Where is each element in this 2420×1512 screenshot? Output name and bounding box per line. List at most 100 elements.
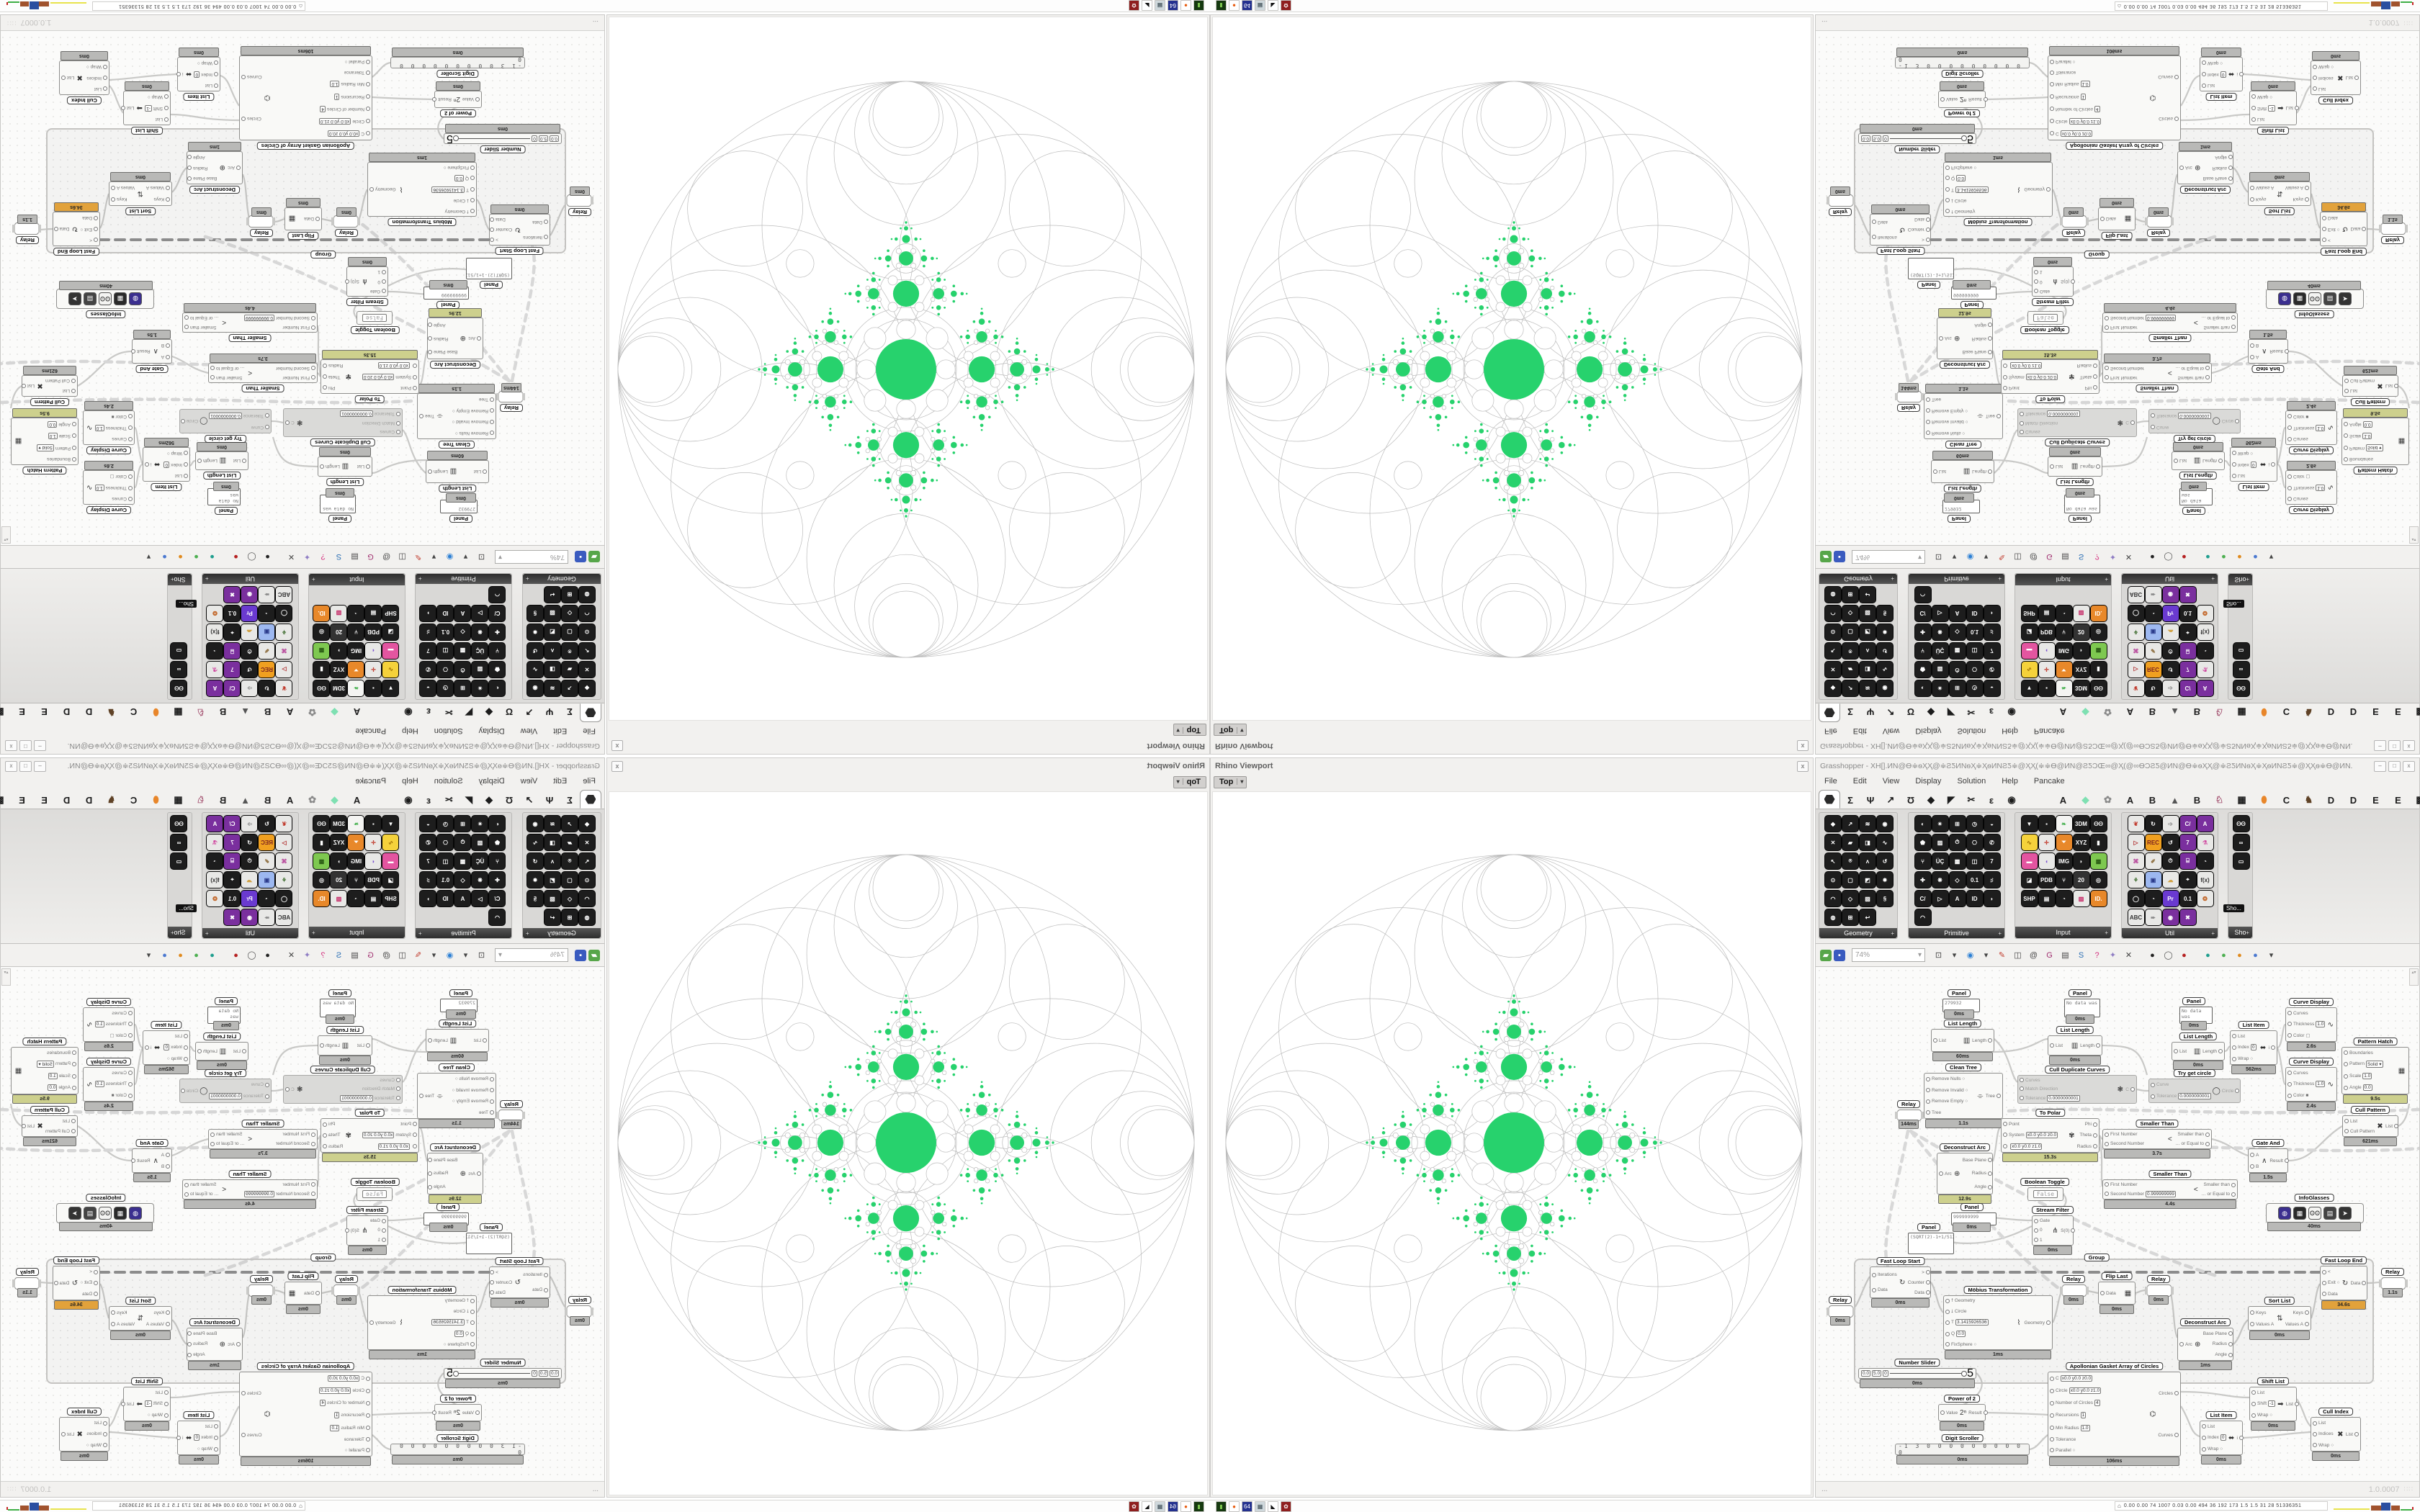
status-ellipsis[interactable]: ... — [592, 1485, 599, 1493]
palette-icon[interactable]: 20 — [330, 871, 348, 888]
palette-icon[interactable]: IMG — [2055, 852, 2073, 870]
palette-icon[interactable]: 0.1 — [2179, 605, 2197, 622]
palette-icon[interactable]: ꙨꙨ — [2232, 680, 2250, 697]
palette-icon[interactable]: ❂ — [206, 605, 224, 622]
zoom-extents-icon[interactable]: ⊡ — [1935, 552, 1942, 561]
palette-icon[interactable]: ➩ — [2161, 680, 2179, 697]
tab-vector[interactable]: ↗ — [1886, 707, 1895, 718]
menu-display[interactable]: Display — [1915, 776, 1942, 786]
palette-icon[interactable]: ▨ — [1859, 890, 1876, 907]
canvas-zoom-select[interactable]: 74% ▾ — [1852, 550, 1925, 564]
palette-icon[interactable]: ◐ — [1914, 680, 1932, 697]
palette-icon[interactable]: ▥ — [2072, 605, 2090, 622]
node-cull-index[interactable]: List Indices Wrap ○ ✖ List — [59, 60, 109, 95]
palette-icon[interactable]: ↗ — [561, 815, 578, 832]
open-file-icon[interactable]: ▰ — [1820, 551, 1832, 563]
palette-icon[interactable]: ↺ — [241, 834, 259, 851]
tab-mesh[interactable]: ◤ — [1948, 707, 1955, 718]
palette-icon[interactable]: ↗ — [1842, 680, 1859, 697]
palette-icon[interactable]: § — [1876, 890, 1894, 907]
palette-icon[interactable]: ✴ — [471, 815, 489, 832]
tab-maths[interactable]: Σ — [1847, 706, 1853, 718]
tab-plugin-b2[interactable]: B — [2193, 706, 2201, 718]
palette-icon[interactable]: A — [1948, 605, 1966, 622]
node-list-item[interactable]: List Index 0 Wrap ○ ⬌ i — [2200, 57, 2244, 91]
node-list-length[interactable]: List ▥ Length — [318, 456, 372, 477]
wire-display-icon[interactable]: ✕ — [287, 552, 295, 561]
menu-display[interactable]: Display — [1915, 726, 1942, 736]
palette-icon[interactable]: ❂ — [2196, 605, 2214, 622]
palette-icon[interactable]: ◉ — [526, 815, 544, 832]
palette-icon[interactable]: ❋ — [471, 624, 489, 641]
palette-icon[interactable]: SHP — [2020, 605, 2038, 622]
palette-icon[interactable]: ID. — [2089, 890, 2107, 907]
palette-icon[interactable]: ≋ — [1859, 815, 1876, 832]
wire-display-icon[interactable]: ✕ — [287, 951, 295, 960]
app-calculator-icon[interactable]: ▦ — [1255, 1501, 1265, 1512]
palette-icon[interactable]: ⚗ — [206, 661, 224, 678]
node-number-slider[interactable]: 0.0 5.0 0 5 — [1858, 133, 1976, 145]
palette-icon[interactable]: ▼ — [2020, 815, 2038, 832]
palette-icon[interactable]: ◍ — [578, 586, 596, 603]
palette-group-title[interactable]: Input + — [309, 574, 405, 585]
palette-icon[interactable]: ʌ — [544, 852, 561, 870]
app-green-icon[interactable]: ▮ — [1216, 0, 1227, 11]
tab-plugin-c[interactable]: C — [2282, 794, 2290, 806]
palette-icon[interactable]: ▰ — [1842, 834, 1859, 851]
palette-icon[interactable]: ▩ — [2089, 852, 2107, 870]
palette-icon[interactable]: ⌖ — [223, 871, 241, 888]
canvas-scroll-arrows[interactable]: ▴▾ — [1, 526, 11, 544]
palette-icon[interactable]: IMG — [347, 642, 365, 660]
palette-icon[interactable]: ▷ — [1931, 605, 1949, 622]
palette-icon[interactable]: Pr — [2161, 890, 2179, 907]
tab-plugin-a2[interactable]: A — [2126, 706, 2134, 718]
tab-plugin-c[interactable]: C — [130, 706, 138, 718]
node-list-length[interactable]: List ▥ Length — [2172, 1042, 2225, 1061]
palette-icon[interactable]: ◆ — [578, 680, 596, 697]
node-list-length[interactable]: List ▥ Length — [195, 451, 248, 470]
palette-icon[interactable]: ⚗ — [2196, 834, 2214, 851]
palette-icon[interactable]: ✸ — [1876, 871, 1894, 888]
palette-icon[interactable]: ⚗ — [206, 834, 224, 851]
palette-icon[interactable]: ▢ — [561, 624, 578, 641]
palette-icon[interactable]: ◔ — [258, 605, 276, 622]
palette-icon[interactable]: ⊙ — [1824, 624, 1842, 641]
palette-icon[interactable]: 7 — [2179, 834, 2197, 851]
dd-2-icon[interactable]: ▾ — [1984, 951, 1989, 960]
tab-params[interactable] — [1819, 703, 1840, 722]
palette-icon[interactable]: ID — [1966, 890, 1984, 907]
menu-view[interactable]: View — [520, 776, 538, 786]
palette-icon[interactable]: ◩ — [544, 871, 561, 888]
node-infoglasses[interactable]: ◍ ▦ ꙨꙨ ▤ ➤ — [2266, 1203, 2364, 1223]
palette-icon[interactable]: ⌖ — [2179, 624, 2197, 641]
palette-icon[interactable]: ꙨꙨ — [2089, 815, 2107, 832]
palette-icon[interactable]: ✐ — [2144, 642, 2162, 660]
palette-icon[interactable]: ▬ — [2020, 642, 2038, 660]
palette-icon[interactable]: ʌ — [1859, 852, 1876, 870]
palette-icon[interactable]: ✛ — [364, 661, 382, 678]
palette-icon[interactable]: ⬟ — [488, 834, 506, 851]
tab-mesh[interactable]: ◤ — [465, 707, 472, 718]
palette-icon[interactable]: ❦ — [275, 680, 293, 697]
minimize-icon[interactable]: – — [2374, 740, 2386, 752]
rhino-viewport-canvas[interactable] — [609, 791, 1208, 1495]
doc-icon[interactable]: ▤ — [2061, 951, 2069, 960]
palette-group-title[interactable]: Geometry + — [523, 574, 601, 584]
palette-icon[interactable]: ABC — [2127, 909, 2145, 926]
preview-eye-icon[interactable]: ◉ — [446, 552, 454, 561]
palette-icon[interactable]: SHP — [382, 605, 400, 622]
app-calculator-icon[interactable]: ▦ — [1255, 0, 1265, 11]
palette-icon[interactable]: ▭ — [2232, 852, 2250, 870]
palette-icon[interactable]: 3DM — [330, 680, 348, 697]
palette-icon[interactable]: ◆ — [1824, 815, 1842, 832]
palette-group-title[interactable]: Input + — [309, 927, 405, 938]
menu-view[interactable]: View — [520, 726, 538, 736]
node-cull-duplicate-curves[interactable]: Curves Match Direction Tolerance 0.00000000… — [2017, 408, 2137, 437]
node-list-item[interactable]: List Index 0 Wrap ○ ⬌ i — [176, 57, 220, 91]
palette-icon[interactable]: ◔ — [2055, 605, 2073, 622]
palette-icon[interactable]: ◫ — [436, 852, 454, 870]
palette-icon[interactable]: ▣ — [2144, 624, 2162, 641]
palette-icon[interactable]: ⌘ — [275, 642, 293, 660]
